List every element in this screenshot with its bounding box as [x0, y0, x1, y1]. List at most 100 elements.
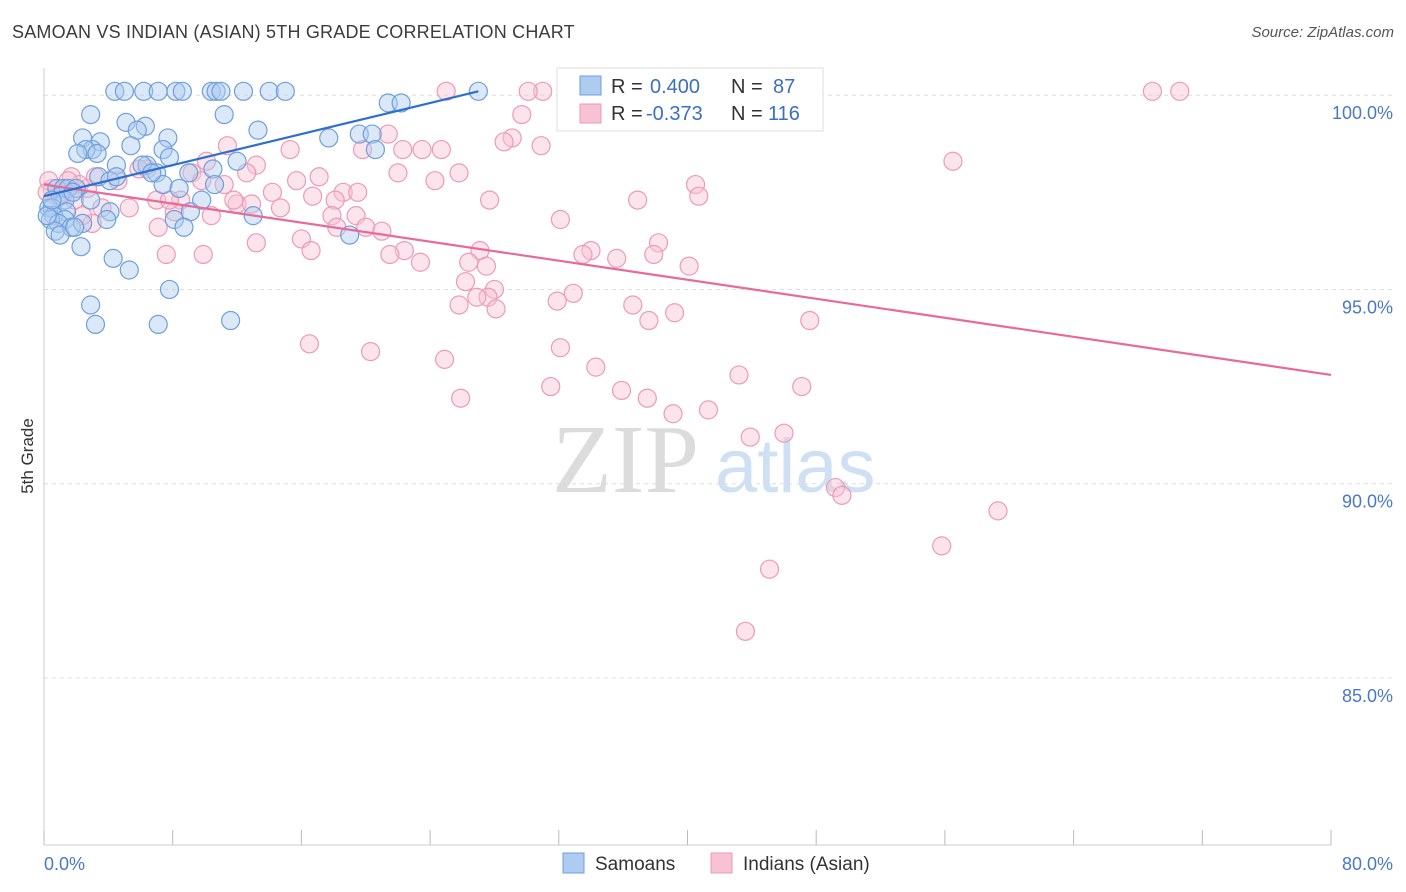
- data-point: [333, 182, 353, 202]
- legend-indian-swatch: [579, 103, 602, 124]
- data-point: [607, 248, 627, 268]
- data-point: [425, 171, 445, 191]
- data-point: [100, 202, 120, 222]
- data-point: [563, 283, 583, 303]
- data-point: [531, 136, 551, 156]
- data-point: [665, 303, 685, 323]
- data-point: [85, 314, 106, 335]
- data-point: [214, 105, 234, 125]
- legend-samoan-r-value: 0.400: [650, 76, 700, 98]
- data-point: [494, 132, 514, 152]
- data-point: [648, 233, 669, 253]
- data-point: [158, 128, 178, 148]
- data-point: [319, 128, 339, 148]
- data-point: [792, 376, 812, 397]
- data-point: [203, 159, 223, 179]
- data-point: [105, 81, 125, 101]
- data-point: [325, 190, 345, 210]
- data-point: [372, 221, 392, 241]
- data-point: [148, 81, 168, 101]
- data-point: [735, 621, 756, 641]
- legend-indian-n-label: N =: [731, 103, 763, 125]
- data-point: [431, 139, 451, 160]
- data-point: [270, 198, 291, 218]
- data-point: [436, 81, 456, 101]
- data-point: [740, 427, 760, 447]
- data-point: [156, 244, 176, 265]
- data-point: [121, 136, 141, 156]
- data-point: [644, 244, 664, 265]
- data-point: [64, 217, 85, 237]
- data-point: [800, 310, 820, 331]
- data-point: [142, 163, 162, 183]
- data-point: [166, 81, 186, 101]
- data-point: [362, 124, 382, 144]
- data-point: [68, 143, 88, 164]
- watermark-zip: ZIP: [552, 406, 699, 514]
- data-point: [388, 163, 408, 183]
- data-point: [221, 310, 241, 331]
- data-point: [449, 295, 469, 315]
- data-point: [533, 81, 553, 101]
- data-point: [172, 81, 192, 101]
- data-point: [204, 174, 225, 195]
- data-point: [698, 400, 719, 420]
- x-tick-label-max: 80.0%: [1342, 854, 1393, 874]
- data-point: [299, 334, 320, 354]
- data-point: [233, 81, 254, 101]
- data-point: [611, 380, 632, 401]
- data-point: [729, 365, 749, 385]
- data-point: [153, 174, 173, 195]
- data-point: [391, 93, 411, 113]
- data-point: [97, 209, 117, 230]
- data-point: [832, 485, 852, 505]
- data-point: [201, 81, 221, 101]
- data-point: [451, 388, 471, 408]
- data-point: [486, 299, 506, 319]
- data-point: [37, 206, 57, 226]
- data-point: [159, 279, 180, 300]
- chart-title: SAMOAN VS INDIAN (ASIAN) 5TH GRADE CORRE…: [12, 22, 575, 42]
- data-point: [586, 357, 606, 377]
- data-point: [174, 217, 194, 237]
- data-point: [679, 256, 699, 276]
- data-point: [759, 559, 780, 579]
- y-tick-labels: 100.0% 95.0% 90.0% 85.0%: [1332, 103, 1393, 706]
- data-point: [201, 206, 221, 226]
- x-ticks: [43, 830, 1332, 845]
- data-point: [774, 423, 794, 443]
- data-point: [988, 501, 1008, 521]
- data-point: [169, 178, 189, 199]
- data-point: [148, 217, 168, 237]
- data-point: [248, 120, 268, 140]
- data-point: [164, 209, 184, 230]
- y-tick-label: 95.0%: [1342, 297, 1393, 317]
- data-point: [467, 287, 487, 307]
- legend-indian-n-value: 116: [768, 103, 800, 125]
- data-point: [114, 81, 135, 101]
- data-point: [348, 182, 368, 202]
- bottom-legend-indian-label: Indians (Asian): [743, 854, 870, 875]
- data-point: [360, 342, 381, 362]
- data-point: [286, 171, 307, 191]
- legend-samoan-n-label: N =: [731, 76, 763, 98]
- data-point: [119, 260, 139, 280]
- data-point: [825, 477, 846, 498]
- data-point: [193, 244, 213, 265]
- data-point: [280, 139, 300, 160]
- data-point: [179, 163, 199, 183]
- data-point: [1142, 81, 1163, 101]
- data-point: [476, 256, 497, 276]
- data-point: [214, 174, 234, 195]
- data-point: [380, 244, 400, 265]
- data-point: [550, 338, 571, 358]
- data-point: [365, 139, 386, 160]
- data-point: [455, 272, 476, 292]
- bottom-legend-indian-swatch: [710, 852, 733, 874]
- data-point: [301, 240, 321, 261]
- data-point: [663, 404, 683, 424]
- grid-lines: [44, 94, 1393, 679]
- data-point: [192, 190, 212, 210]
- y-tick-label: 90.0%: [1342, 492, 1393, 512]
